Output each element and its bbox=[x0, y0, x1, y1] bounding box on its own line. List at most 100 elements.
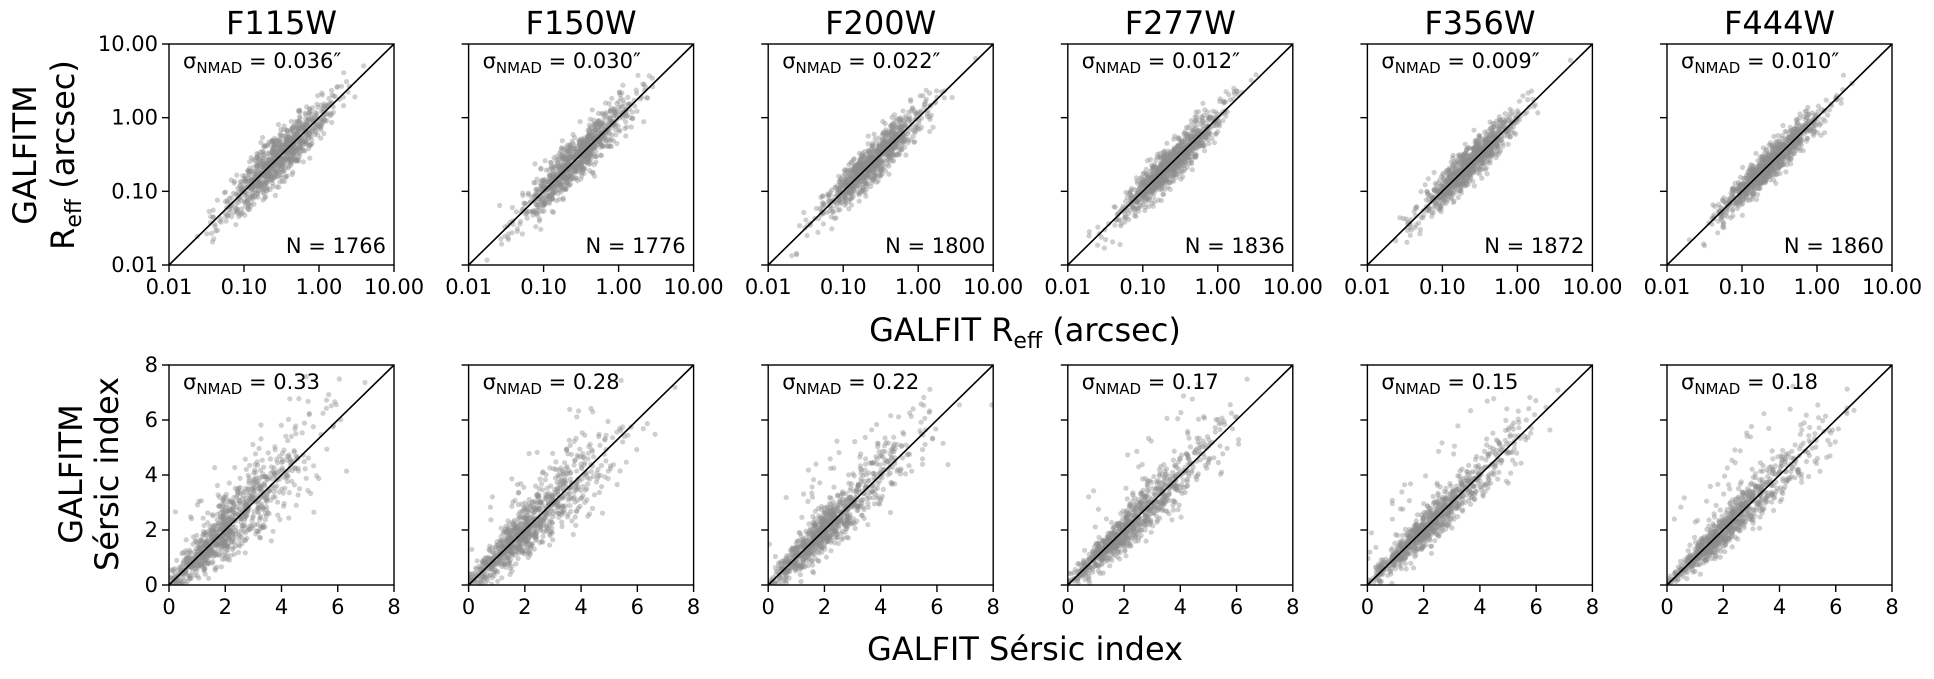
data-point bbox=[284, 137, 290, 144]
data-point bbox=[299, 139, 305, 145]
data-point bbox=[1152, 180, 1158, 186]
data-point bbox=[572, 163, 578, 169]
data-point bbox=[300, 122, 307, 128]
data-point bbox=[1489, 132, 1495, 138]
data-point bbox=[1465, 155, 1471, 161]
data-point bbox=[884, 142, 890, 148]
data-point bbox=[1438, 174, 1445, 180]
data-point bbox=[1155, 177, 1161, 183]
data-point bbox=[1425, 176, 1431, 182]
data-point bbox=[275, 156, 281, 162]
data-point bbox=[843, 200, 849, 206]
data-point bbox=[1178, 155, 1184, 162]
data-point bbox=[532, 192, 538, 198]
data-point bbox=[1472, 147, 1478, 153]
data-point bbox=[243, 175, 249, 181]
data-point bbox=[297, 129, 303, 135]
data-point bbox=[538, 183, 544, 189]
data-point bbox=[910, 128, 917, 134]
data-point bbox=[1171, 168, 1178, 175]
data-point bbox=[1129, 193, 1135, 199]
data-point bbox=[1466, 158, 1472, 164]
data-point bbox=[903, 113, 909, 119]
data-point bbox=[1145, 174, 1151, 180]
data-point bbox=[536, 218, 543, 224]
data-point bbox=[599, 142, 605, 148]
data-point bbox=[1213, 131, 1219, 137]
data-point bbox=[857, 163, 864, 170]
data-point bbox=[1738, 182, 1744, 188]
data-point bbox=[254, 163, 261, 169]
x-tick-label: 0.01 bbox=[146, 275, 193, 299]
data-point bbox=[250, 184, 256, 191]
data-point bbox=[1470, 178, 1476, 184]
data-point bbox=[239, 189, 245, 195]
data-point bbox=[1167, 152, 1173, 158]
data-point bbox=[865, 168, 871, 174]
data-point bbox=[1151, 166, 1157, 172]
data-point bbox=[1161, 191, 1167, 197]
data-point bbox=[896, 144, 903, 150]
data-point bbox=[578, 151, 584, 157]
data-point bbox=[1189, 160, 1195, 167]
data-point bbox=[315, 132, 321, 138]
data-point bbox=[505, 236, 511, 243]
data-point bbox=[876, 144, 882, 150]
data-point bbox=[1482, 156, 1488, 162]
data-point bbox=[1189, 135, 1196, 141]
data-point bbox=[560, 155, 566, 161]
data-point bbox=[860, 160, 866, 166]
data-point bbox=[1465, 146, 1471, 152]
data-point bbox=[584, 152, 590, 158]
data-point bbox=[1175, 143, 1181, 149]
y-tick-label: 10.00 bbox=[98, 32, 158, 56]
data-point bbox=[834, 200, 840, 206]
data-point bbox=[1188, 146, 1194, 152]
data-point bbox=[1180, 139, 1186, 146]
data-point bbox=[870, 177, 876, 183]
data-point bbox=[1158, 162, 1165, 168]
data-point bbox=[263, 194, 269, 200]
data-point bbox=[1206, 131, 1212, 137]
data-point bbox=[1197, 137, 1203, 143]
data-point bbox=[579, 145, 586, 151]
data-point bbox=[252, 189, 258, 195]
data-point bbox=[265, 142, 271, 148]
data-point bbox=[901, 123, 907, 129]
data-point bbox=[892, 141, 898, 147]
data-point bbox=[1154, 170, 1160, 177]
data-point bbox=[1190, 128, 1196, 134]
data-point bbox=[560, 164, 566, 170]
data-point bbox=[1721, 195, 1727, 201]
data-point bbox=[856, 167, 863, 173]
data-point bbox=[1765, 159, 1771, 165]
data-point bbox=[327, 111, 333, 117]
data-point bbox=[1494, 142, 1500, 149]
data-point bbox=[875, 147, 881, 153]
data-point bbox=[565, 182, 572, 188]
data-point bbox=[285, 133, 291, 139]
data-point bbox=[898, 123, 904, 129]
data-point bbox=[577, 145, 583, 151]
data-point bbox=[1181, 152, 1187, 158]
data-point bbox=[1501, 133, 1507, 139]
data-point bbox=[1163, 177, 1169, 183]
data-point bbox=[1144, 189, 1151, 195]
data-point bbox=[1166, 151, 1172, 157]
data-point bbox=[598, 123, 604, 129]
data-point bbox=[1453, 183, 1459, 189]
data-point bbox=[849, 191, 855, 197]
data-point bbox=[863, 179, 869, 186]
data-point bbox=[1198, 137, 1204, 143]
data-point bbox=[1171, 146, 1177, 152]
data-point bbox=[257, 152, 263, 159]
data-point bbox=[1190, 145, 1196, 151]
data-point bbox=[295, 155, 301, 161]
data-point bbox=[1444, 167, 1450, 174]
data-point bbox=[582, 139, 588, 145]
data-point bbox=[538, 166, 544, 172]
data-point bbox=[566, 173, 572, 179]
data-point bbox=[1450, 170, 1457, 177]
data-point bbox=[832, 184, 838, 190]
data-point bbox=[1086, 229, 1092, 235]
